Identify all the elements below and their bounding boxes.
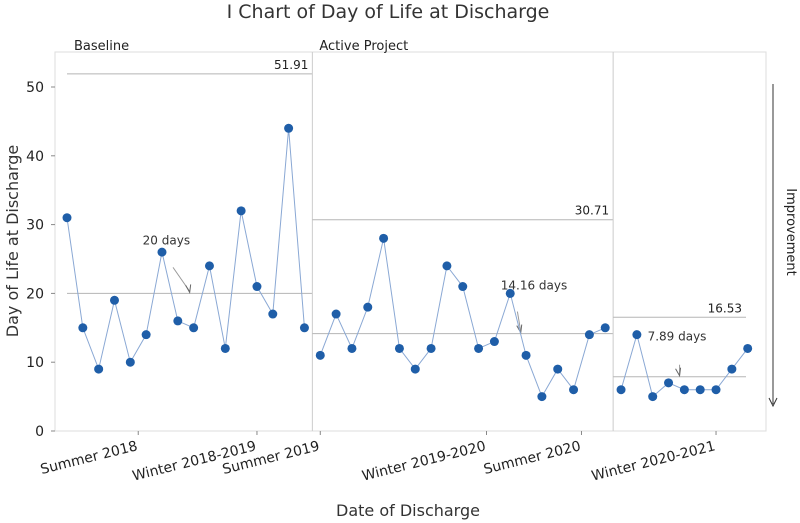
data-series xyxy=(62,123,753,402)
mean-annotation: 14.16 days xyxy=(501,279,568,293)
data-point xyxy=(347,343,357,353)
data-point xyxy=(584,330,594,340)
data-point xyxy=(331,309,341,319)
data-point xyxy=(695,385,705,395)
data-point xyxy=(711,385,721,395)
series-line xyxy=(66,128,305,371)
y-tick-label: 50 xyxy=(26,80,44,96)
y-tick-label: 20 xyxy=(26,286,44,302)
data-point xyxy=(664,378,674,388)
annotation-arrow xyxy=(516,311,522,332)
data-point xyxy=(679,385,689,395)
data-point xyxy=(379,233,389,243)
phase-layer: 51.91 Baseline 20 days 30.71 Active Project 1… xyxy=(67,39,746,431)
data-point xyxy=(426,343,436,353)
x-tick-label: Summer 2018 xyxy=(39,438,139,478)
data-point xyxy=(537,392,547,402)
data-point xyxy=(125,357,135,367)
data-point xyxy=(284,123,294,133)
annotation-arrowhead xyxy=(185,284,192,294)
x-tick-label: Winter 2020-2021 xyxy=(590,438,717,484)
plot-frame xyxy=(54,51,767,432)
data-point xyxy=(252,282,262,292)
y-tick-label: 30 xyxy=(26,218,44,234)
improvement-label: Improvement xyxy=(783,188,798,275)
y-axis-title: Day of Life at Discharge xyxy=(3,145,22,337)
data-point xyxy=(189,323,199,333)
ucl-label: 16.53 xyxy=(708,301,742,315)
data-point xyxy=(743,343,753,353)
annotation-arrowhead xyxy=(675,367,682,378)
data-point xyxy=(78,323,88,333)
data-point xyxy=(315,350,325,360)
y-axis: 0 10 20 30 40 50 xyxy=(26,80,55,440)
y-tick-label: 40 xyxy=(26,149,44,165)
data-point xyxy=(394,343,404,353)
mean-annotation: 7.89 days xyxy=(648,330,707,344)
data-point xyxy=(600,323,610,333)
data-point xyxy=(410,364,420,374)
data-point xyxy=(363,302,373,312)
y-tick-label: 0 xyxy=(35,424,44,440)
phase-label: Baseline xyxy=(74,39,129,54)
phase-label: Active Project xyxy=(319,39,408,54)
x-tick-label: Winter 2019-2020 xyxy=(360,438,487,484)
data-point xyxy=(157,247,167,257)
data-point xyxy=(109,295,119,305)
data-point xyxy=(648,392,658,402)
data-point xyxy=(521,350,531,360)
data-point xyxy=(474,343,484,353)
data-point xyxy=(553,364,563,374)
data-point xyxy=(220,343,230,353)
data-point xyxy=(299,323,309,333)
improvement-indicator: Improvement xyxy=(768,84,798,408)
data-point xyxy=(458,282,468,292)
data-point xyxy=(569,385,579,395)
data-point xyxy=(94,364,104,374)
data-point xyxy=(236,206,246,216)
ucl-label: 30.71 xyxy=(575,204,609,218)
data-point xyxy=(442,261,452,271)
series-line xyxy=(319,238,606,398)
ucl-label: 51.91 xyxy=(274,58,308,72)
data-point xyxy=(204,261,214,271)
chart-title: I Chart of Day of Life at Discharge xyxy=(227,1,550,23)
improvement-arrowhead xyxy=(768,397,778,408)
data-point xyxy=(632,330,642,340)
y-tick-label: 10 xyxy=(26,355,44,371)
x-axis-title: Date of Discharge xyxy=(336,501,480,520)
data-point xyxy=(62,213,72,223)
data-point xyxy=(505,288,515,298)
data-point xyxy=(616,385,626,395)
data-point xyxy=(489,337,499,347)
mean-annotation: 20 days xyxy=(143,233,190,247)
data-point xyxy=(727,364,737,374)
data-point xyxy=(268,309,278,319)
data-point xyxy=(141,330,151,340)
data-point xyxy=(173,316,183,326)
x-tick-label: Summer 2020 xyxy=(482,438,582,478)
